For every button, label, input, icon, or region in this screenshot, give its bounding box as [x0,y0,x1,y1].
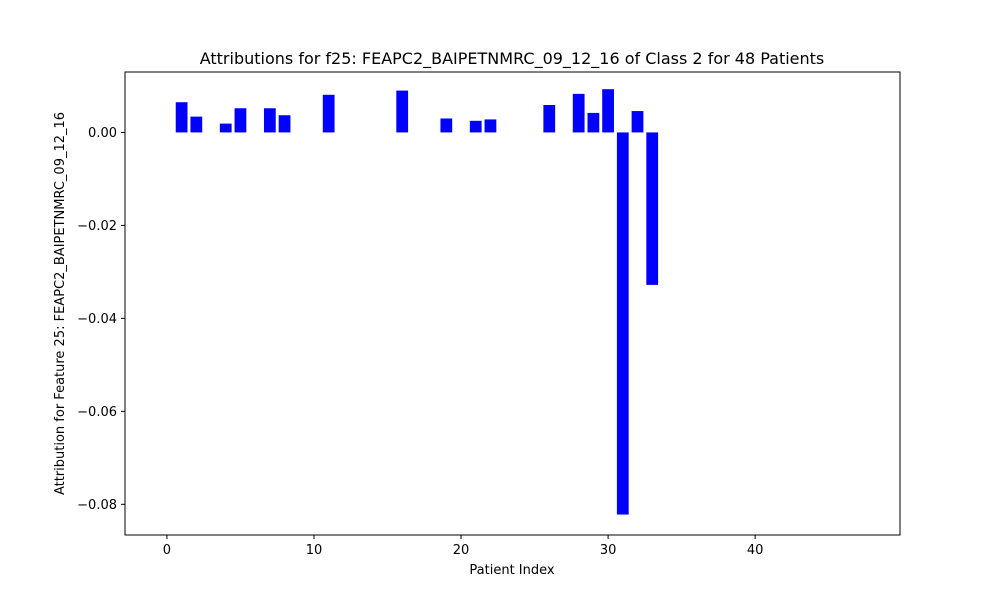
x-tick-label: 0 [163,543,171,558]
bars-group [175,89,659,515]
bar-patient-28 [572,93,585,133]
bar-patient-26 [543,105,556,133]
bar-patient-19 [440,118,453,133]
chart-title: Attributions for f25: FEAPC2_BAIPETNMRC_… [200,49,825,69]
x-tick-label: 40 [747,543,764,558]
bar-patient-30 [602,89,614,133]
bar-patient-22 [484,119,497,133]
y-tick-label: −0.06 [77,405,117,420]
x-tick-label: 30 [600,543,617,558]
bar-patient-31 [616,132,629,515]
bar-patient-5 [234,108,247,133]
y-tick-label: −0.02 [77,219,117,234]
y-axis-ticks: 0.00 −0.02 −0.04 −0.06 −0.08 [77,126,125,513]
bar-patient-33 [646,132,659,285]
x-axis-ticks: 0 10 20 30 40 [163,535,764,558]
bar-patient-32 [631,111,644,133]
bar-patient-7 [263,108,276,133]
bar-patient-16 [396,90,409,133]
y-tick-label: 0.00 [88,126,117,141]
bar-patient-8 [278,115,291,133]
bar-patient-29 [587,112,600,133]
x-tick-label: 10 [306,543,323,558]
y-tick-label: −0.08 [77,498,117,513]
y-axis-label: Attribution for Feature 25: FEAPC2_BAIPE… [53,112,68,495]
plot-frame [124,71,901,536]
bar-patient-2 [190,116,203,133]
bar-patient-11 [322,94,335,133]
x-axis-label: Patient Index [469,563,554,578]
bar-patient-21 [469,120,482,133]
bar-patient-4 [219,123,232,133]
y-tick-label: −0.04 [77,312,117,327]
bar-patient-1 [175,102,188,133]
x-tick-label: 20 [453,543,470,558]
